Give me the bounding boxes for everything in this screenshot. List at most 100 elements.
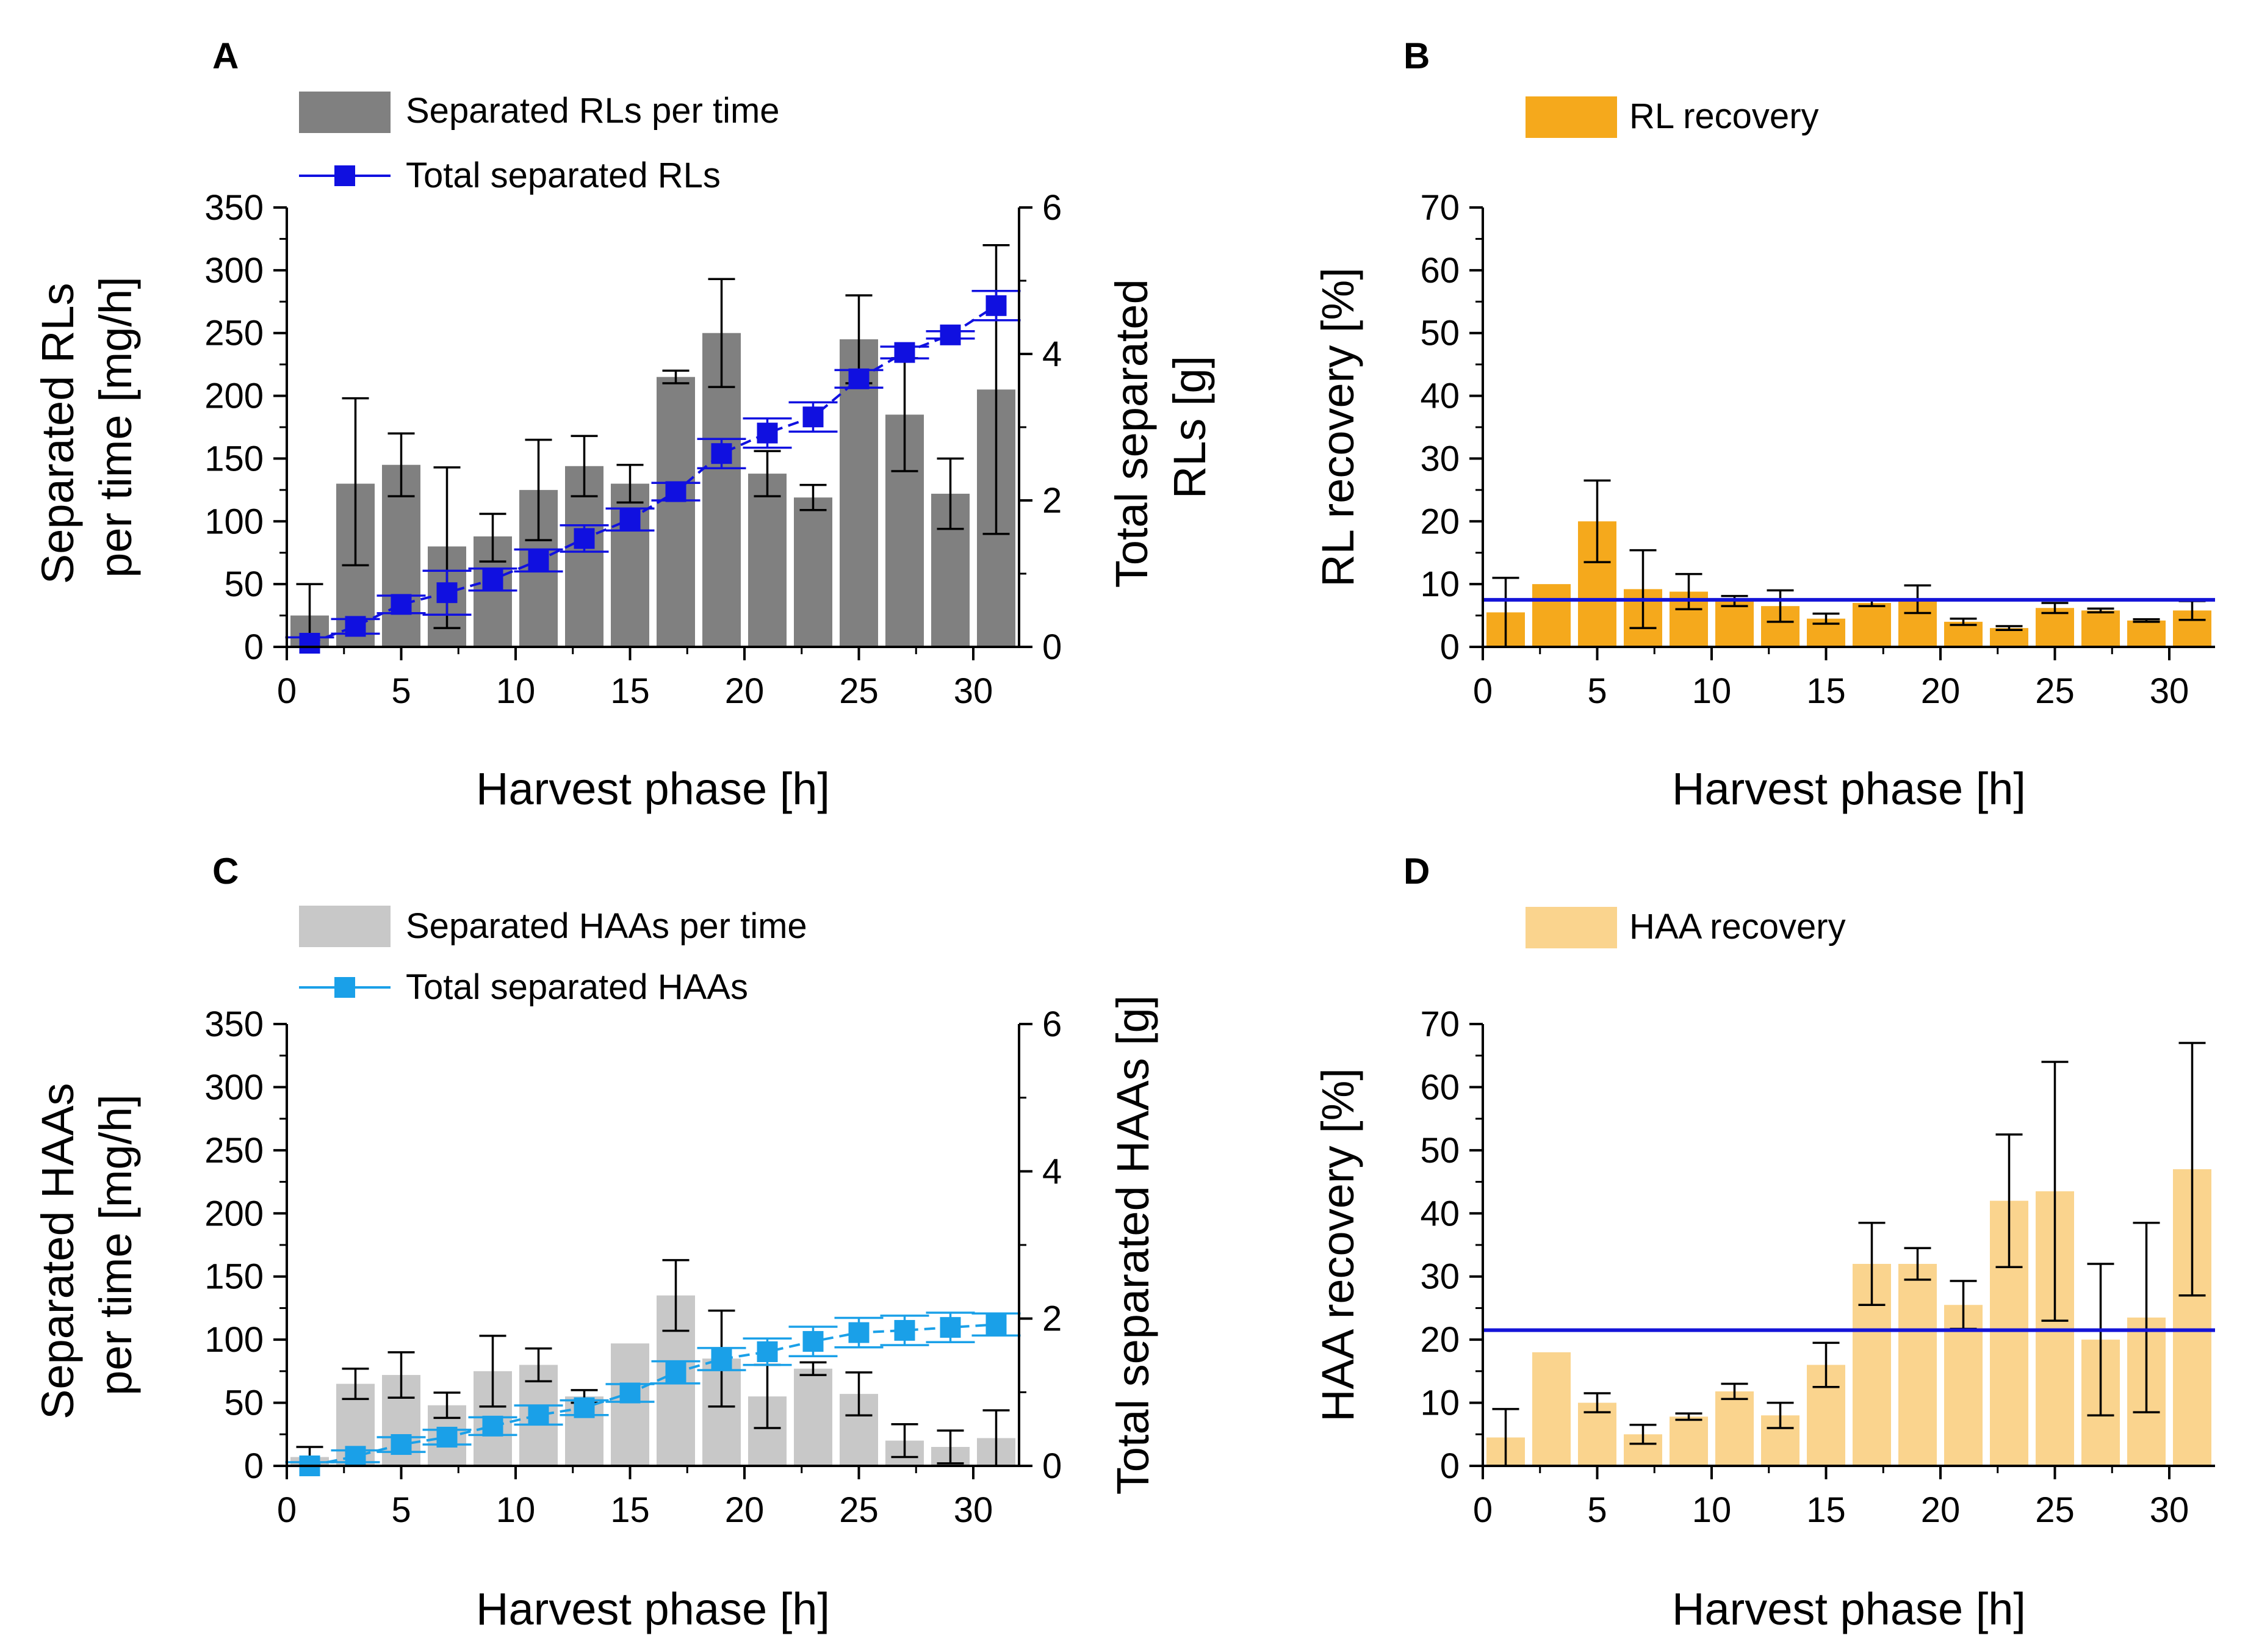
y-ticks-a: 0 50 100 150 200 250 300 350 xyxy=(204,188,287,667)
y-tick-label-c-2: 100 xyxy=(204,1320,264,1360)
point-c-3 xyxy=(436,1426,458,1448)
x-tick-label-a-4: 20 xyxy=(725,671,765,711)
y-tick-label-a-2: 100 xyxy=(204,502,264,541)
x-ticks-b: 0 5 10 15 20 25 30 xyxy=(1473,647,2189,711)
y-tick-label-b-6: 60 xyxy=(1420,251,1460,290)
y2-tick-label-c-1: 2 xyxy=(1042,1299,1062,1339)
x-ticks-d: 0 5 10 15 20 25 30 xyxy=(1473,1466,2189,1530)
y2-tick-label-c-2: 4 xyxy=(1042,1152,1062,1191)
panel-label-c: C xyxy=(212,851,239,892)
y-tick-label-d-2: 20 xyxy=(1420,1320,1460,1360)
y-tick-label-c-6: 300 xyxy=(204,1067,264,1107)
point-a-13 xyxy=(894,342,915,363)
legend-label-bars-c: Separated HAAs per time xyxy=(406,906,807,946)
y2-axis-title-a-line-2: RLs [g] xyxy=(1164,356,1215,499)
legend-swatch-d xyxy=(1526,907,1617,948)
y-tick-label-d-1: 10 xyxy=(1420,1383,1460,1423)
x-tick-label-b-3: 15 xyxy=(1806,671,1846,711)
bar-a-8 xyxy=(657,377,695,647)
y-tick-label-c-5: 250 xyxy=(204,1131,264,1170)
x-tick-label-c-3: 15 xyxy=(610,1490,650,1530)
bar-d-9 xyxy=(1898,1264,1937,1466)
x-axis-title-c: Harvest phase [h] xyxy=(476,1584,830,1634)
legend-swatch-b xyxy=(1526,96,1617,138)
legend-c: Separated HAAs per time Total separated … xyxy=(299,906,807,1007)
point-a-7 xyxy=(619,509,641,530)
y-tick-label-d-7: 70 xyxy=(1420,1005,1460,1044)
point-a-11 xyxy=(802,406,824,428)
y2-tick-label-c-3: 6 xyxy=(1042,1005,1062,1044)
x-tick-label-d-5: 25 xyxy=(2035,1490,2075,1530)
y-ticks-c: 0 50 100 150 200 250 300 350 xyxy=(204,1005,287,1486)
bar-d-1 xyxy=(1532,1352,1571,1466)
point-c-15 xyxy=(985,1314,1007,1335)
point-a-1 xyxy=(345,616,366,637)
y-tick-label-a-5: 250 xyxy=(204,314,264,353)
bar-d-5 xyxy=(1715,1391,1754,1466)
y-tick-label-d-5: 50 xyxy=(1420,1131,1460,1170)
bar-b-14 xyxy=(2127,620,2166,647)
bar-b-11 xyxy=(1990,628,2028,647)
axes-b: 0 5 10 15 20 25 30 0 10 20 30 40 50 60 70 xyxy=(1420,188,2215,711)
y-tick-label-b-5: 50 xyxy=(1420,314,1460,353)
y-tick-label-c-7: 350 xyxy=(204,1005,264,1044)
legend-marker-a xyxy=(334,165,355,186)
panel-label-d: D xyxy=(1403,851,1430,892)
y-tick-label-d-0: 0 xyxy=(1440,1446,1460,1486)
bar-d-4 xyxy=(1670,1416,1708,1466)
x-tick-label-b-1: 5 xyxy=(1587,671,1607,711)
x-tick-label-d-2: 10 xyxy=(1692,1490,1732,1530)
x-tick-label-a-2: 10 xyxy=(496,671,536,711)
legend-label-bars-a: Separated RLs per time xyxy=(406,91,780,131)
x-tick-label-b-5: 25 xyxy=(2035,671,2075,711)
point-a-3 xyxy=(436,582,458,604)
bar-a-10 xyxy=(748,474,787,647)
x-tick-label-d-0: 0 xyxy=(1473,1490,1493,1530)
y-tick-label-a-6: 300 xyxy=(204,251,264,290)
point-c-13 xyxy=(894,1319,915,1341)
y-tick-label-c-1: 50 xyxy=(224,1383,264,1423)
y2-tick-label-a-2: 4 xyxy=(1042,334,1062,374)
legend-label-line-c: Total separated HAAs xyxy=(406,967,748,1007)
y-tick-label-c-4: 200 xyxy=(204,1194,264,1233)
x-axis-title-b: Harvest phase [h] xyxy=(1672,763,2026,814)
point-a-12 xyxy=(848,368,870,389)
bar-b-1 xyxy=(1532,584,1571,647)
point-a-0 xyxy=(299,633,320,654)
x-tick-label-c-1: 5 xyxy=(391,1490,411,1530)
x-tick-label-d-3: 15 xyxy=(1806,1490,1846,1530)
y2-tick-label-a-1: 2 xyxy=(1042,481,1062,521)
legend-swatch-bars-a xyxy=(299,92,391,133)
y-axis-title-c-line-2: per time [mg/h] xyxy=(90,1094,141,1396)
panel-b: B RL recovery 0 5 10 15 20 25 30 0 10 20 30 40 50 60… xyxy=(1313,35,2215,814)
x-tick-label-c-2: 10 xyxy=(496,1490,536,1530)
bar-b-12 xyxy=(2036,608,2074,647)
point-c-7 xyxy=(619,1382,641,1404)
axes-d: 0 5 10 15 20 25 30 0 10 20 30 40 50 60 70 xyxy=(1420,1005,2215,1530)
point-a-5 xyxy=(528,550,549,571)
x-axis-title-d: Harvest phase [h] xyxy=(1672,1584,2026,1634)
y-tick-label-a-7: 350 xyxy=(204,188,264,228)
y-tick-label-b-1: 10 xyxy=(1420,564,1460,604)
y-axis-title-a-line-2: per time [mg/h] xyxy=(90,276,141,578)
bar-series-d xyxy=(1486,1042,2211,1467)
legend-a: Separated RLs per time Total separated R… xyxy=(299,91,780,195)
panel-d: D HAA recovery 0 5 10 15 20 25 30 0 10 20 30 40 50 6… xyxy=(1313,851,2215,1634)
y-axis-title-a: Separated RLs per time [mg/h] xyxy=(32,270,141,584)
y-tick-label-b-4: 40 xyxy=(1420,377,1460,416)
point-c-9 xyxy=(711,1349,732,1370)
axes-c: 0 5 10 15 20 25 30 0 50 100 150 200 250 300 350 0 2 4 6 xyxy=(204,1005,1062,1530)
x-tick-label-a-5: 25 xyxy=(839,671,879,711)
legend-swatch-bars-c xyxy=(299,906,391,947)
point-c-6 xyxy=(574,1397,595,1418)
panel-c: C Separated HAAs per time Total separate… xyxy=(32,851,1158,1634)
x-tick-label-a-3: 15 xyxy=(610,671,650,711)
bar-b-13 xyxy=(2081,610,2120,647)
y-ticks-d: 0 10 20 30 40 50 60 70 xyxy=(1420,1005,1483,1486)
x-tick-label-a-0: 0 xyxy=(277,671,297,711)
bar-b-8 xyxy=(1853,603,1891,647)
y-ticks-b: 0 10 20 30 40 50 60 70 xyxy=(1420,188,1483,667)
x-tick-label-b-4: 20 xyxy=(1921,671,1961,711)
y2-axis-title-a-line-1: Total separated xyxy=(1106,279,1157,588)
y-axis-title-a-line-1: Separated RLs xyxy=(32,283,83,584)
